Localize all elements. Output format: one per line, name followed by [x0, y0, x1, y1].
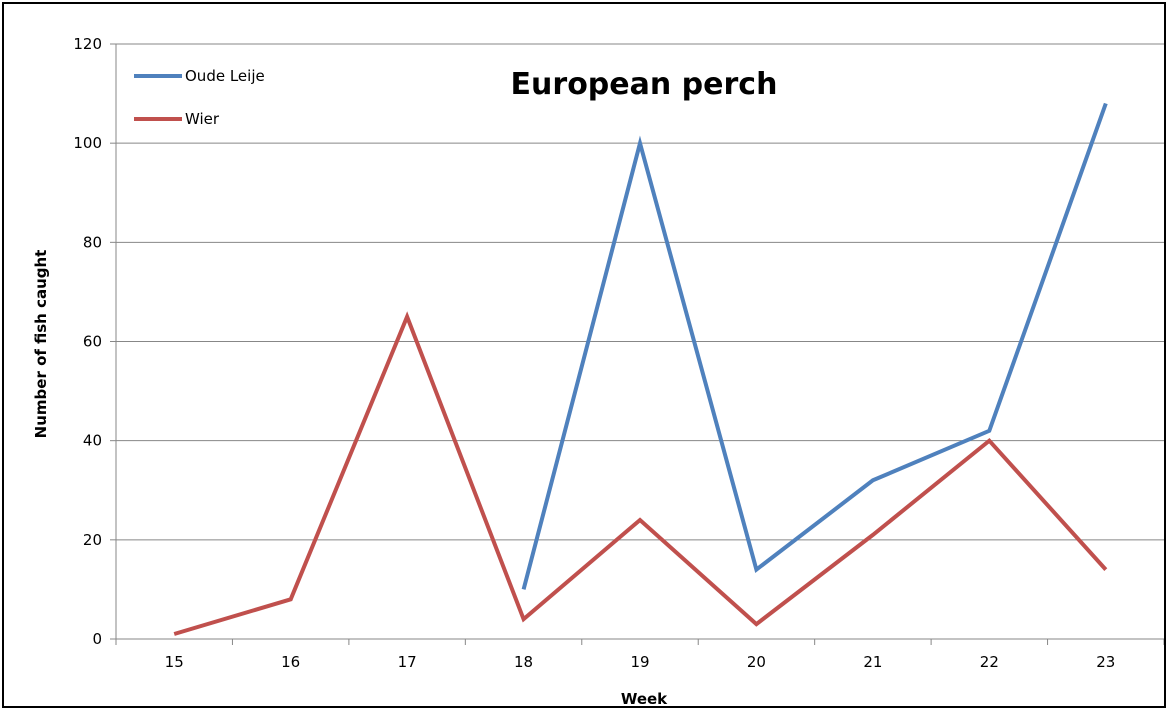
line-chart: 0 20 40 60 80 100 120 15 16 17 18 19 20 21 22 23 Oude L… — [32, 35, 1164, 706]
x-tick-label-22: 22 — [980, 653, 999, 671]
x-axis-title: Week — [621, 690, 668, 706]
x-tick-label-21: 21 — [863, 653, 882, 671]
x-tick-label-20: 20 — [747, 653, 766, 671]
x-tick-label-19: 19 — [630, 653, 649, 671]
axes: 0 20 40 60 80 100 120 15 16 17 18 19 20 21 22 23 — [73, 35, 1164, 671]
y-tick-label-80: 80 — [83, 233, 102, 251]
y-tick-label-0: 0 — [92, 630, 102, 648]
legend-label-oude-leije: Oude Leije — [185, 67, 265, 85]
x-tick-label-15: 15 — [165, 653, 184, 671]
y-tick-label-60: 60 — [83, 333, 102, 351]
chart-title: European perch — [511, 67, 778, 102]
legend: Oude Leije Wier — [134, 67, 265, 128]
y-axis-title: Number of fish caught — [32, 250, 50, 439]
y-tick-label-40: 40 — [83, 432, 102, 450]
x-tick-label-18: 18 — [514, 653, 533, 671]
x-tick-label-23: 23 — [1096, 653, 1115, 671]
series-line-wier — [173, 311, 1108, 636]
y-tick-label-120: 120 — [73, 35, 102, 53]
legend-label-wier: Wier — [185, 110, 220, 128]
gridlines — [116, 43, 1164, 541]
y-tick-label-100: 100 — [73, 134, 102, 152]
x-tick-label-17: 17 — [398, 653, 417, 671]
series-lines — [173, 102, 1108, 636]
series-line-oude-leije — [521, 102, 1108, 590]
y-tick-label-20: 20 — [83, 531, 102, 549]
x-tick-label-16: 16 — [281, 653, 300, 671]
